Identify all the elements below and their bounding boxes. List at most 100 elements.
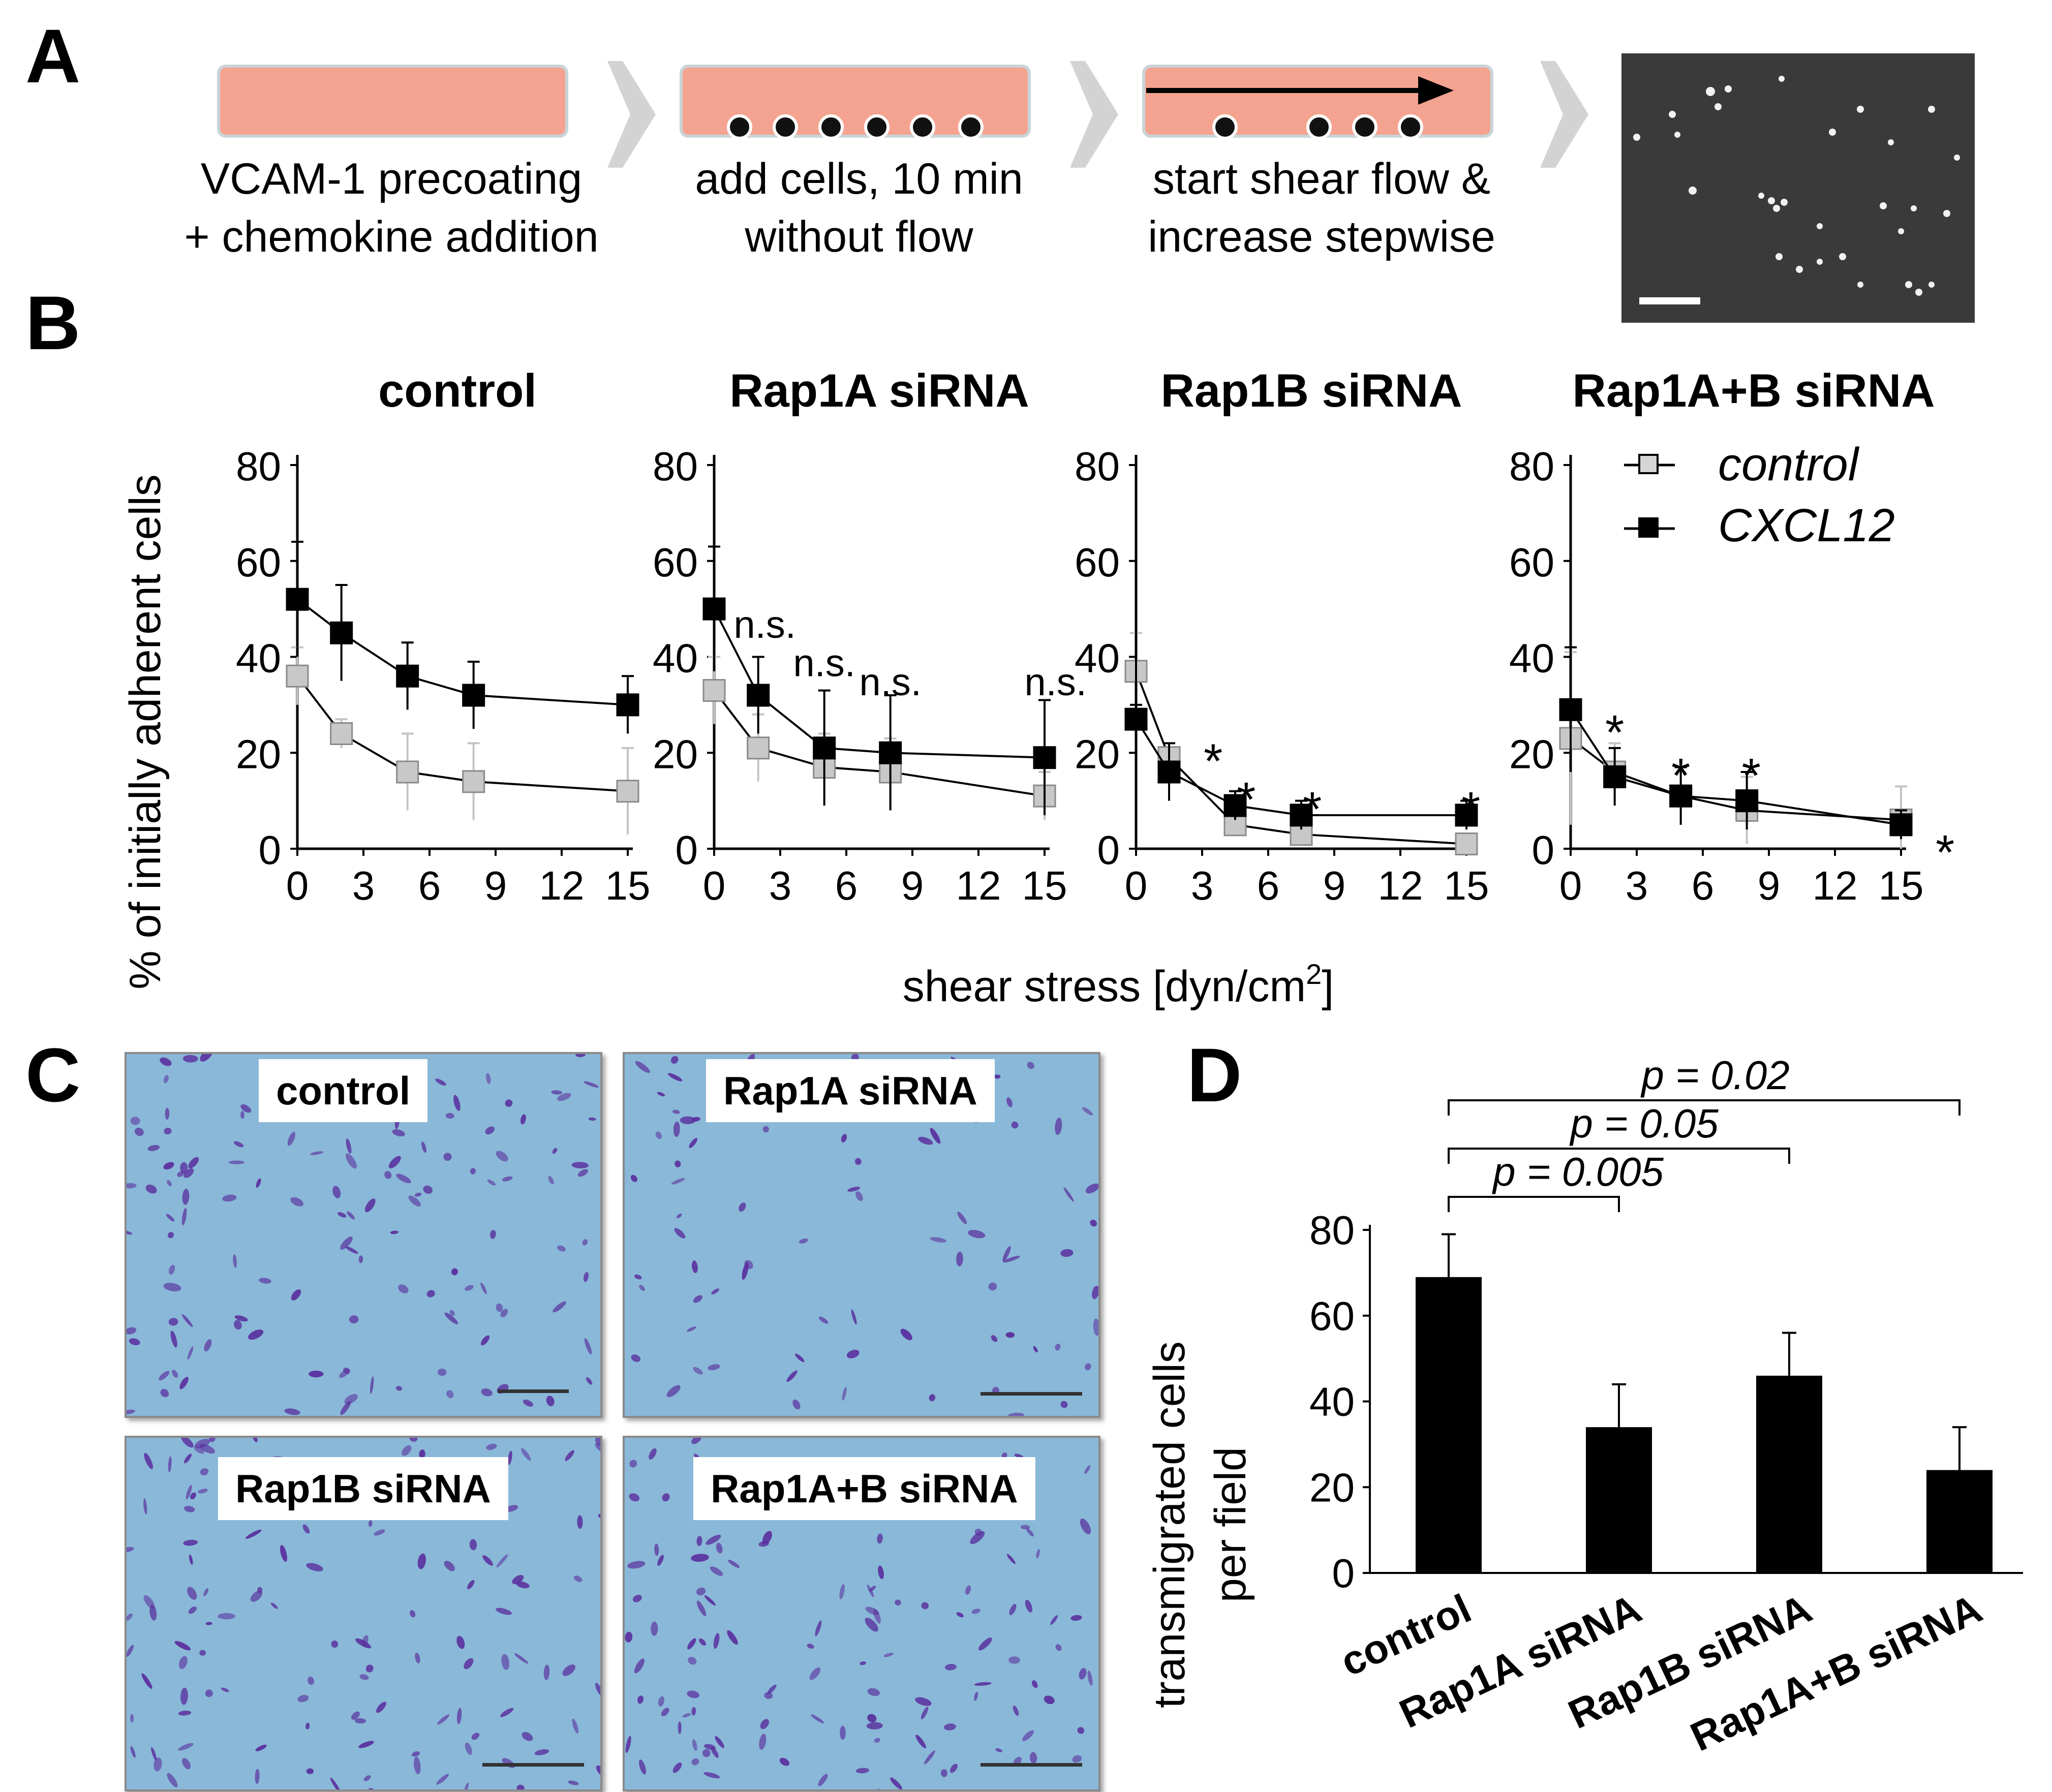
y-tick-label: 60	[236, 540, 281, 585]
stained-cell	[291, 1289, 301, 1301]
stained-cell	[629, 1493, 640, 1502]
stained-cell	[297, 1694, 309, 1703]
stained-cell	[302, 1524, 310, 1534]
stained-cell	[667, 1073, 683, 1082]
data-point	[462, 770, 485, 793]
data-point	[747, 736, 770, 760]
stained-cell	[496, 1151, 508, 1162]
scale-bar	[482, 1763, 584, 1767]
stained-cell	[453, 1095, 461, 1111]
stained-cell	[445, 1113, 454, 1119]
step-2-line-2: without flow	[745, 212, 973, 261]
stained-cell	[505, 1505, 518, 1512]
bar-group-1: control	[1334, 1233, 1482, 1685]
stained-cell	[921, 1707, 929, 1719]
data-point	[1223, 794, 1247, 817]
stained-cell	[344, 1394, 358, 1404]
stained-cell	[151, 1747, 157, 1761]
stained-cell	[514, 1653, 529, 1664]
y-tick-label: 60	[1309, 1293, 1355, 1339]
stained-cell	[520, 1448, 531, 1461]
data-point	[1559, 698, 1582, 721]
stained-cell	[696, 1535, 702, 1546]
stained-cell	[971, 1609, 981, 1614]
stained-cell	[205, 1689, 213, 1697]
stained-cell	[345, 1153, 357, 1169]
micrograph-label-rap1a: Rap1A siRNA	[706, 1059, 995, 1122]
chart-title: control	[378, 365, 537, 417]
stained-cell	[345, 1246, 358, 1254]
step-3-line-1: start shear flow &	[1152, 155, 1491, 203]
stained-cell	[1070, 1615, 1082, 1621]
stained-cell	[143, 1498, 147, 1515]
y-tick-label: 60	[1509, 540, 1554, 585]
stained-cell	[358, 1741, 374, 1748]
significance-star: *	[1742, 749, 1761, 803]
series-line	[1135, 465, 1466, 816]
stained-cell	[1011, 1121, 1019, 1129]
stained-cell	[180, 1162, 188, 1173]
stained-cell	[651, 1621, 658, 1636]
y-tick-label: 20	[1075, 731, 1120, 777]
x-tick-label: 0	[1559, 863, 1582, 908]
stained-cell	[127, 1409, 135, 1415]
stained-cell	[595, 1438, 600, 1446]
significance-star: *	[1204, 734, 1222, 789]
stained-cell	[370, 1376, 374, 1394]
stained-cell	[706, 1534, 721, 1545]
stained-cell	[739, 1202, 746, 1212]
stained-cell	[199, 1650, 206, 1656]
stained-cell	[257, 1587, 263, 1593]
data-point	[396, 760, 419, 784]
data-point	[1033, 746, 1056, 769]
stained-cell	[944, 1663, 957, 1671]
stained-cell	[464, 1782, 469, 1789]
stained-cell	[940, 1769, 947, 1777]
stained-cell	[637, 1695, 644, 1704]
stained-cell	[256, 1178, 261, 1188]
stained-cell	[568, 1780, 579, 1785]
stained-cell	[851, 1309, 857, 1325]
stained-cell	[1093, 1318, 1098, 1336]
stained-cell	[689, 1138, 697, 1148]
bar	[1416, 1277, 1482, 1573]
stained-cell	[1063, 1187, 1074, 1202]
stained-cell	[487, 1179, 496, 1186]
stained-cell	[840, 1725, 846, 1740]
stained-cell	[1002, 1246, 1011, 1262]
x-tick-label: 15	[605, 863, 651, 908]
stained-cell	[145, 1184, 157, 1194]
stained-cell	[807, 1644, 814, 1649]
stained-cell	[233, 1141, 244, 1148]
y-tick-label: 20	[653, 731, 698, 777]
stained-cell	[630, 1175, 637, 1182]
stained-cell	[168, 1264, 175, 1275]
stained-cell	[331, 1640, 339, 1648]
stained-cell	[649, 1448, 657, 1460]
x-tick-label: 12	[1813, 863, 1858, 908]
stained-cell	[703, 1772, 720, 1779]
stained-cell	[674, 1228, 686, 1239]
stained-cell	[631, 1354, 641, 1362]
fluorescence-micrograph	[1621, 53, 1975, 323]
data-point	[462, 684, 485, 707]
stained-cell	[639, 1759, 646, 1775]
scale-bar	[981, 1392, 1082, 1396]
panel-letter-c: C	[25, 1032, 81, 1118]
micrograph-label-control: control	[259, 1059, 428, 1122]
x-tick-label: 3	[769, 863, 792, 908]
stained-cell	[376, 1702, 386, 1713]
panel-b-y-axis-label: % of initially adherent cells	[121, 474, 170, 989]
x-tick-label: 6	[418, 863, 441, 908]
stained-cell	[575, 1054, 586, 1057]
stained-cell	[865, 1606, 879, 1615]
stained-cell	[182, 1189, 190, 1205]
stained-cell	[930, 1237, 947, 1243]
stained-cell	[672, 1762, 682, 1773]
x-tick-label: 15	[1022, 863, 1067, 908]
stained-cell	[500, 1708, 514, 1717]
stained-cell	[1044, 1695, 1055, 1705]
x-tick-label: 6	[1692, 863, 1714, 908]
